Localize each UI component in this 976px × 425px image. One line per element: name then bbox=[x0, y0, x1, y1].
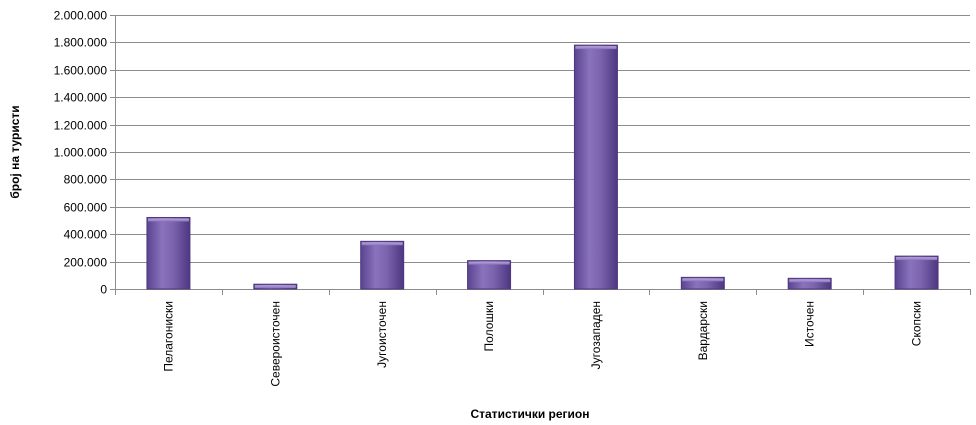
bar bbox=[146, 216, 191, 290]
y-tick-label: 1.400.000 bbox=[54, 91, 108, 105]
bar-body bbox=[467, 260, 512, 290]
bar-highlight bbox=[789, 279, 831, 283]
y-tick-label: 200.000 bbox=[64, 256, 108, 270]
x-tick-label: Југозападен bbox=[589, 301, 603, 369]
bar bbox=[787, 277, 832, 290]
y-axis-title: број на туристи bbox=[8, 105, 22, 198]
x-tick-label: Полошки bbox=[482, 301, 496, 351]
y-tick-label: 800.000 bbox=[64, 173, 108, 187]
bar-highlight bbox=[361, 242, 403, 246]
bar-body bbox=[146, 216, 191, 290]
bar bbox=[573, 44, 618, 290]
y-tick-label: 1.200.000 bbox=[54, 119, 108, 133]
y-tick-label: 1.600.000 bbox=[54, 64, 108, 78]
axes bbox=[110, 15, 971, 295]
bar-body bbox=[680, 276, 725, 290]
y-tick-label: 600.000 bbox=[64, 201, 108, 215]
y-tick-label: 1.800.000 bbox=[54, 36, 108, 50]
bar-body bbox=[573, 44, 618, 290]
x-tick-label: Источен bbox=[803, 301, 817, 347]
x-tick-labels: Пелагониски Североисточен Југоисточен Полош… bbox=[161, 301, 923, 387]
y-tick-label: 400.000 bbox=[64, 228, 108, 242]
x-tick-label: Скопски bbox=[910, 301, 924, 346]
y-tick-labels: 0 200.000 400.000 600.000 800.000 1.000.000 1.… bbox=[54, 9, 108, 297]
x-tick-label: Североисточен bbox=[268, 301, 282, 387]
bar bbox=[360, 240, 405, 290]
bar-highlight bbox=[147, 218, 189, 222]
bar-highlight bbox=[468, 261, 510, 265]
y-tick-label: 0 bbox=[100, 283, 107, 297]
bar bbox=[467, 260, 512, 290]
x-axis-title: Статистички регион bbox=[470, 407, 589, 421]
bar-body bbox=[787, 277, 832, 290]
bar-highlight bbox=[575, 46, 617, 50]
y-tick-label: 2.000.000 bbox=[54, 9, 108, 23]
bar-highlight bbox=[896, 257, 938, 261]
x-tick-label: Југоисточен bbox=[375, 301, 389, 368]
bar-highlight bbox=[254, 285, 296, 288]
bar-body bbox=[894, 255, 939, 290]
bar-body bbox=[360, 240, 405, 290]
gridlines bbox=[115, 15, 970, 290]
bars bbox=[146, 44, 939, 290]
y-tick-label: 1.000.000 bbox=[54, 146, 108, 160]
x-tick-label: Вардарски bbox=[696, 301, 710, 360]
bar bbox=[253, 283, 298, 290]
bar-highlight bbox=[682, 278, 724, 282]
bar bbox=[894, 255, 939, 290]
x-tick-label: Пелагониски bbox=[161, 301, 175, 372]
bar bbox=[680, 276, 725, 290]
